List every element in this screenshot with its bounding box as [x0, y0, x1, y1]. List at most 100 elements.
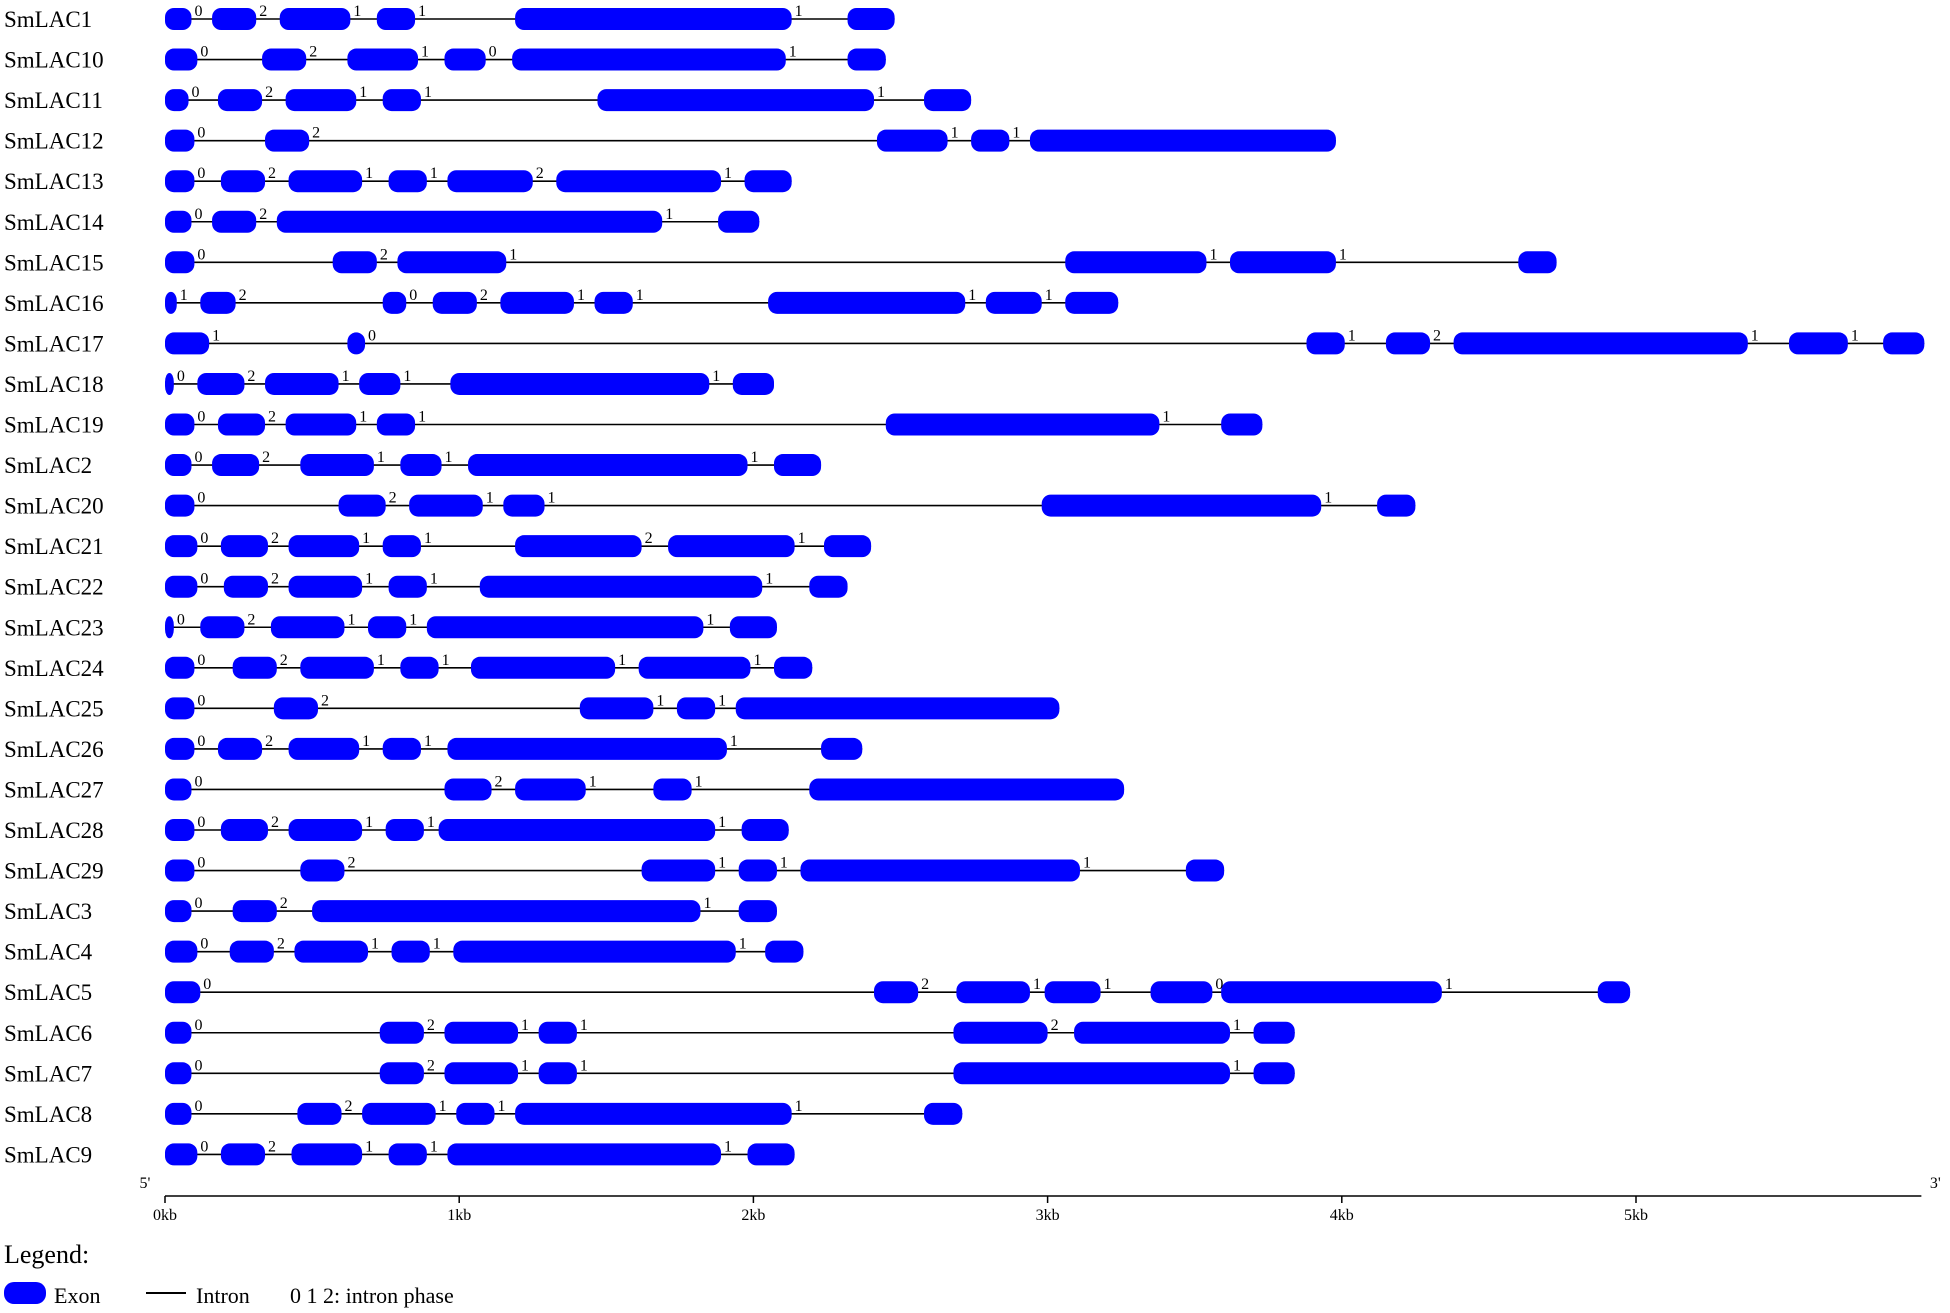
- exon: [400, 656, 439, 679]
- intron-phase-label: 1: [968, 287, 976, 304]
- exon: [597, 89, 875, 112]
- exon: [232, 900, 277, 923]
- gene-label: SmLAC12: [4, 129, 104, 154]
- exon: [165, 575, 198, 598]
- exon: [729, 616, 777, 639]
- gene-row: SmLAC19 0 2 1 1 1: [4, 409, 1263, 438]
- exon: [453, 940, 736, 963]
- gene-row: SmLAC18 0 2 1 1 1: [4, 368, 774, 397]
- intron-phase-label: 0: [197, 165, 205, 182]
- intron-phase-label: 2: [1433, 327, 1441, 344]
- exon: [1029, 129, 1336, 152]
- exon: [288, 575, 363, 598]
- intron-phase-label: 2: [280, 652, 288, 669]
- exon: [426, 616, 704, 639]
- intron-phase-label: 2: [645, 530, 653, 547]
- intron-phase-label: 0: [200, 44, 208, 61]
- exon: [265, 129, 310, 152]
- intron-phase-label: 2: [268, 165, 276, 182]
- exon: [1074, 1021, 1231, 1044]
- intron-phase-label: 1: [636, 287, 644, 304]
- gene-row: SmLAC1 0 2 1 1 1: [4, 3, 895, 32]
- exon: [385, 819, 424, 841]
- intron-phase-label: 1: [589, 773, 597, 790]
- intron-phase-label: 2: [427, 1057, 435, 1074]
- exon: [165, 129, 195, 152]
- intron-phase-label: 1: [365, 814, 373, 831]
- exon: [447, 170, 533, 193]
- exon: [165, 170, 195, 193]
- exon: [971, 129, 1010, 152]
- exon: [512, 48, 786, 71]
- intron-phase-label: 1: [618, 652, 626, 669]
- intron-phase-label: 0: [194, 3, 202, 20]
- intron-phase-label: 1: [724, 1138, 732, 1155]
- intron-phase-label: 0: [194, 773, 202, 790]
- intron-phase-label: 1: [1324, 490, 1332, 507]
- intron-phase-label: 1: [1233, 1057, 1241, 1074]
- gene-label: SmLAC9: [4, 1142, 92, 1167]
- intron-phase-label: 2: [921, 976, 929, 993]
- legend: Legend: Exon Intron 0 1 2: intron phase: [4, 1240, 454, 1308]
- gene-row: SmLAC29 0 2 1 1 1: [4, 855, 1225, 884]
- intron-phase-label: 1: [424, 84, 432, 101]
- intron-phase-label: 0: [368, 327, 376, 344]
- exon: [444, 1021, 519, 1044]
- exon: [294, 940, 368, 963]
- exon: [447, 1143, 722, 1166]
- gene-label: SmLAC19: [4, 413, 104, 438]
- gene-row: SmLAC23 0 2 1 1 1: [4, 611, 777, 640]
- exon: [270, 616, 345, 639]
- exon: [165, 251, 195, 274]
- exon: [359, 372, 401, 395]
- gene-label: SmLAC7: [4, 1061, 92, 1086]
- intron-phase-label: 1: [1445, 976, 1453, 993]
- exon: [718, 210, 760, 233]
- exon: [847, 8, 895, 30]
- gene-label: SmLAC22: [4, 575, 104, 600]
- intron-phase-label: 1: [365, 165, 373, 182]
- intron-phase-label: 0: [200, 1138, 208, 1155]
- intron-phase-label: 1: [765, 571, 773, 588]
- exon: [165, 819, 195, 841]
- exon: [1253, 1021, 1295, 1044]
- gene-row: SmLAC25 0 2 1 1: [4, 692, 1060, 721]
- exon: [594, 291, 633, 314]
- exon: [1883, 332, 1925, 355]
- intron-phase-label: 1: [703, 895, 711, 912]
- intron-phase-label: 2: [268, 1138, 276, 1155]
- intron-phase-label: 2: [427, 1017, 435, 1034]
- intron-phase-label: 1: [424, 733, 432, 750]
- intron-phase-label: 1: [795, 3, 803, 20]
- gene-label: SmLAC17: [4, 331, 104, 356]
- exon: [885, 413, 1160, 436]
- intron-phase-label: 2: [1051, 1017, 1059, 1034]
- gene-row: SmLAC6 0 2 1 1 2 1: [4, 1017, 1295, 1046]
- exon: [438, 819, 716, 841]
- exon: [515, 1102, 792, 1125]
- intron-phase-label: 2: [312, 125, 320, 142]
- gene-label: SmLAC23: [4, 615, 104, 640]
- exon: [376, 8, 416, 30]
- intron-phase-label: 1: [439, 1098, 447, 1115]
- exon: [388, 575, 427, 598]
- exon: [276, 210, 663, 233]
- intron-phase-label: 2: [271, 814, 279, 831]
- exon: [432, 291, 477, 314]
- intron-phase-label: 1: [1348, 327, 1356, 344]
- exon: [450, 372, 710, 395]
- intron-phase-label: 0: [200, 530, 208, 547]
- exon: [291, 1143, 363, 1166]
- intron-phase-label: 1: [362, 733, 370, 750]
- exon: [285, 89, 357, 112]
- intron-phase-label: 1: [789, 44, 797, 61]
- gene-label: SmLAC18: [4, 372, 104, 397]
- intron-phase-label: 1: [424, 530, 432, 547]
- exon: [956, 981, 1030, 1004]
- intron-phase-label: 0: [192, 84, 200, 101]
- gene-row: SmLAC21 0 2 1 1 2 1: [4, 530, 872, 559]
- intron-phase-label: 0: [177, 611, 185, 628]
- intron-phase-label: 1: [430, 571, 438, 588]
- exon: [924, 89, 972, 112]
- exon: [217, 737, 263, 760]
